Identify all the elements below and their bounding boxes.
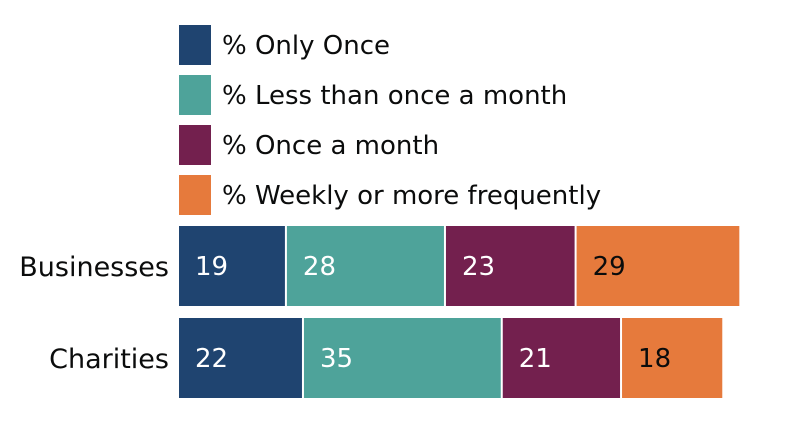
bar-charities-once-a-month: [502, 318, 621, 398]
bar-businesses-less-than-once-a-month: [286, 226, 444, 306]
bar-businesses-only-once: [179, 226, 285, 306]
category-label-charities: Charities: [49, 344, 169, 375]
data-label-businesses-weekly-or-more-frequently: 29: [593, 252, 626, 282]
data-label-charities-weekly-or-more-frequently: 18: [638, 344, 671, 374]
data-label-businesses-only-once: 19: [195, 252, 228, 282]
data-label-businesses-less-than-once-a-month: 28: [303, 252, 336, 282]
category-label-businesses: Businesses: [19, 252, 169, 283]
legend-swatch-less-than-once-a-month: [179, 75, 211, 115]
data-label-charities-less-than-once-a-month: 35: [320, 344, 353, 374]
legend-swatch-only-once: [179, 25, 211, 65]
bar-businesses-weekly-or-more-frequently: [576, 226, 740, 306]
bar-charities-less-than-once-a-month: [303, 318, 501, 398]
legend-label-less-than-once-a-month: % Less than once a month: [222, 81, 567, 111]
data-label-charities-once-a-month: 21: [519, 344, 552, 374]
category-labels: Businesses Charities: [19, 252, 169, 375]
bar-charities-weekly-or-more-frequently: [622, 318, 723, 398]
data-label-charities-only-once: 22: [195, 344, 228, 374]
bars: 19 28 23 29 22 35 21 18: [179, 226, 740, 398]
data-label-businesses-once-a-month: 23: [462, 252, 495, 282]
legend: % Only Once % Less than once a month % Onc…: [179, 25, 601, 215]
legend-label-weekly-or-more-frequently: % Weekly or more frequently: [222, 181, 601, 211]
bar-charities-only-once: [179, 318, 302, 398]
legend-label-only-once: % Only Once: [222, 31, 390, 61]
legend-swatch-weekly-or-more-frequently: [179, 175, 211, 215]
legend-swatch-once-a-month: [179, 125, 211, 165]
legend-label-once-a-month: % Once a month: [222, 131, 439, 161]
bar-businesses-once-a-month: [445, 226, 575, 306]
